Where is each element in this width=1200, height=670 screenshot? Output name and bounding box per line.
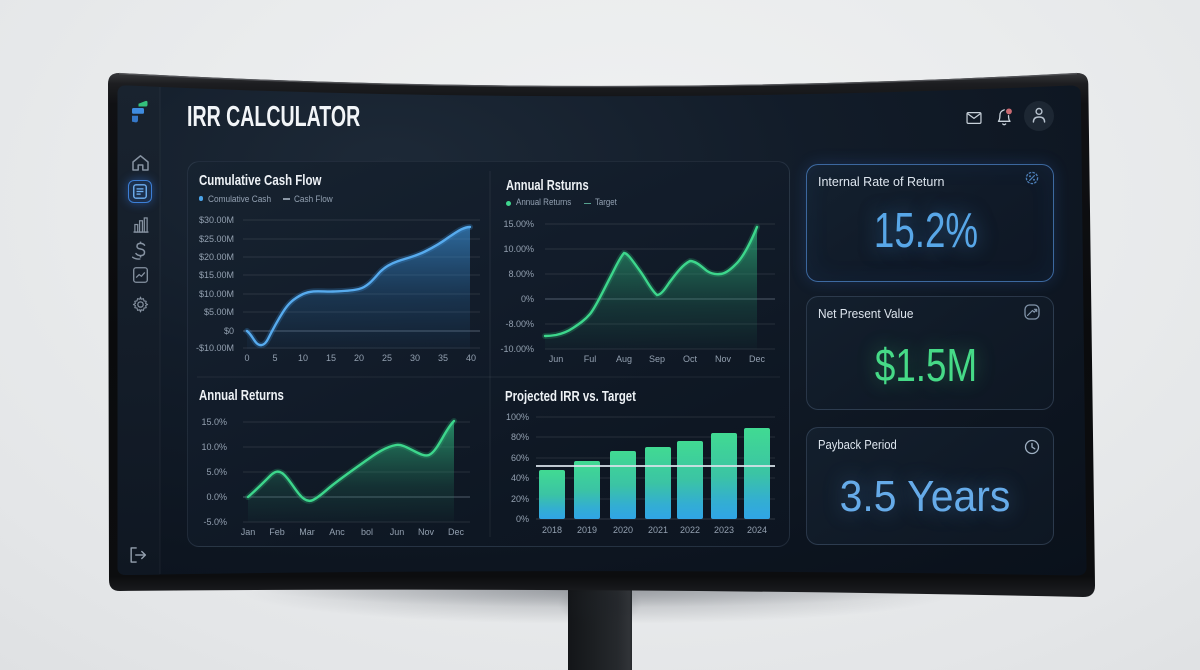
svg-text:20%: 20% [511, 494, 529, 504]
svg-text:Jan: Jan [241, 527, 256, 537]
svg-text:Anc: Anc [329, 527, 345, 537]
svg-text:-8.00%: -8.00% [505, 319, 534, 329]
svg-text:15: 15 [326, 353, 336, 363]
svg-text:Ful: Ful [584, 354, 597, 364]
svg-text:Feb: Feb [269, 527, 285, 537]
svg-text:10.0%: 10.0% [201, 442, 227, 452]
svg-text:2018: 2018 [542, 525, 562, 535]
svg-text:20: 20 [354, 353, 364, 363]
svg-text:15.00%: 15.00% [503, 219, 534, 229]
svg-text:Sep: Sep [649, 354, 665, 364]
svg-text:35: 35 [438, 353, 448, 363]
svg-text:2020: 2020 [613, 525, 633, 535]
svg-text:10.00%: 10.00% [503, 244, 534, 254]
svg-text:5: 5 [272, 353, 277, 363]
svg-text:Mar: Mar [299, 527, 315, 537]
svg-text:-5.0%: -5.0% [203, 517, 227, 527]
svg-text:10: 10 [298, 353, 308, 363]
svg-text:$30.00M: $30.00M [199, 215, 234, 225]
svg-text:$5.00M: $5.00M [204, 307, 234, 317]
svg-text:Dec: Dec [448, 527, 465, 537]
svg-text:8.00%: 8.00% [508, 269, 534, 279]
svg-text:60%: 60% [511, 453, 529, 463]
svg-text:15.0%: 15.0% [201, 417, 227, 427]
svg-text:$25.00M: $25.00M [199, 234, 234, 244]
svg-text:0.0%: 0.0% [206, 492, 227, 502]
svg-text:Nov: Nov [715, 354, 732, 364]
svg-text:40%: 40% [511, 473, 529, 483]
svg-text:0%: 0% [516, 514, 529, 524]
svg-text:80%: 80% [511, 432, 529, 442]
svg-text:40: 40 [466, 353, 476, 363]
svg-text:Jun: Jun [549, 354, 564, 364]
svg-text:2022: 2022 [680, 525, 700, 535]
svg-text:25: 25 [382, 353, 392, 363]
svg-text:Oct: Oct [683, 354, 698, 364]
svg-text:Dec: Dec [749, 354, 766, 364]
svg-text:$10.00M: $10.00M [199, 289, 234, 299]
svg-text:30: 30 [410, 353, 420, 363]
svg-text:$15.00M: $15.00M [199, 270, 234, 280]
svg-text:-$10.00M: -$10.00M [196, 343, 234, 353]
svg-text:-10.00%: -10.00% [500, 344, 534, 354]
svg-text:2024: 2024 [747, 525, 767, 535]
svg-text:0%: 0% [521, 294, 534, 304]
svg-text:Nov: Nov [418, 527, 435, 537]
svg-text:2023: 2023 [714, 525, 734, 535]
svg-text:Jun: Jun [390, 527, 405, 537]
svg-text:2021: 2021 [648, 525, 668, 535]
svg-text:5.0%: 5.0% [206, 467, 227, 477]
svg-text:bol: bol [361, 527, 373, 537]
svg-text:$0: $0 [224, 326, 234, 336]
svg-text:Aug: Aug [616, 354, 632, 364]
svg-text:$20.00M: $20.00M [199, 252, 234, 262]
svg-text:0: 0 [244, 353, 249, 363]
svg-text:2019: 2019 [577, 525, 597, 535]
svg-text:100%: 100% [506, 412, 529, 422]
